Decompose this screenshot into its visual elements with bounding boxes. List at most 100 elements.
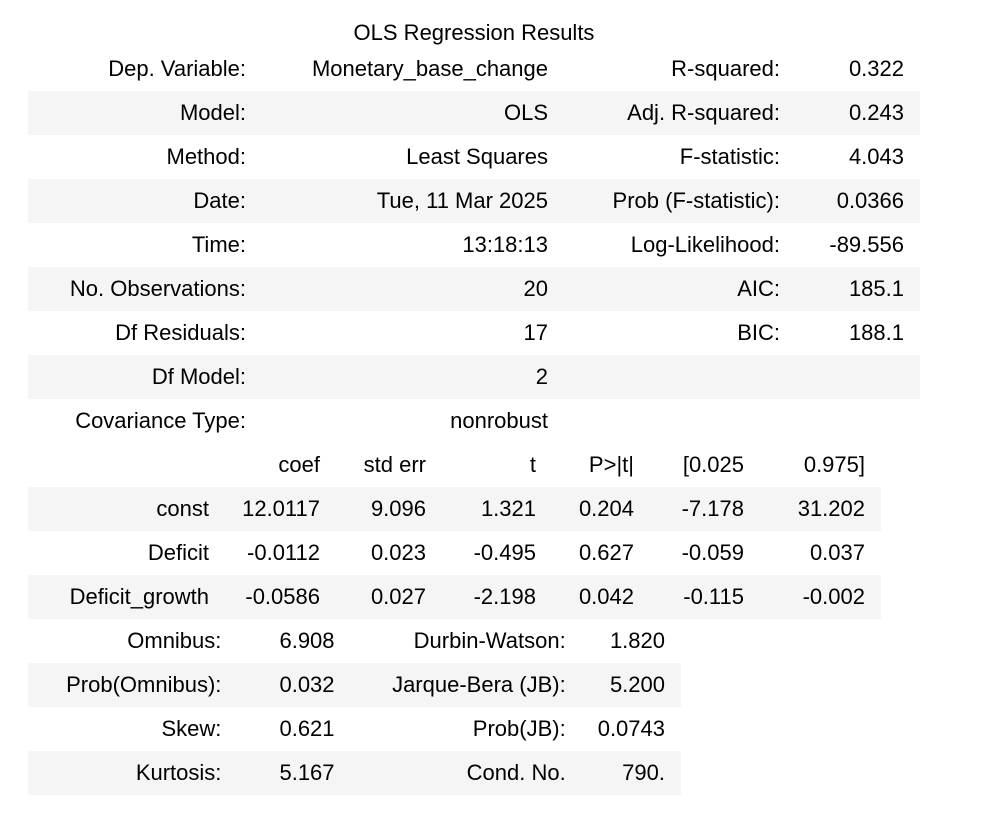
diag-value: 5.167 bbox=[237, 751, 351, 795]
coef-variable-name: Deficit bbox=[147, 540, 209, 565]
summary-value: -89.556 bbox=[829, 232, 904, 257]
summary-label: Date: bbox=[28, 179, 262, 223]
coef-header-row: coef std err t P>|t| [0.025 0.975] bbox=[28, 443, 881, 487]
summary-label: Time: bbox=[191, 232, 246, 257]
diag-row-skew: Skew: 0.621 Prob(JB): 0.0743 bbox=[28, 707, 681, 751]
diag-label: Cond. No. bbox=[350, 751, 582, 795]
summary-label: Covariance Type: bbox=[75, 408, 246, 433]
diag-label: Omnibus: bbox=[127, 628, 222, 653]
coef-cell: -0.115 bbox=[650, 575, 760, 619]
coef-cell: 0.042 bbox=[552, 575, 650, 619]
coef-row-const: const 12.0117 9.096 1.321 0.204 -7.178 3… bbox=[28, 487, 881, 531]
coef-cell: -0.0112 bbox=[247, 540, 320, 565]
coef-cell: 12.0117 bbox=[225, 487, 336, 531]
summary-label: Prob (F-statistic): bbox=[564, 179, 796, 223]
coef-cell: 0.204 bbox=[552, 487, 650, 531]
summary-label bbox=[564, 399, 796, 443]
coef-cell: 1.321 bbox=[442, 487, 552, 531]
diag-label: Prob(JB): bbox=[472, 716, 566, 741]
summary-row-covariance-type: Covariance Type: nonrobust bbox=[28, 399, 920, 443]
summary-value: 2 bbox=[262, 355, 564, 399]
diag-value: 0.621 bbox=[279, 716, 335, 741]
coef-row-deficit-growth: Deficit_growth -0.0586 0.027 -2.198 0.04… bbox=[28, 575, 881, 619]
summary-label: Df Residuals: bbox=[115, 320, 246, 345]
coef-cell: -7.178 bbox=[650, 487, 760, 531]
coef-header: coef bbox=[278, 452, 320, 477]
diag-label: Prob(Omnibus): bbox=[28, 663, 238, 707]
summary-value: Least Squares bbox=[406, 144, 548, 169]
diag-row-kurtosis: Kurtosis: 5.167 Cond. No. 790. bbox=[28, 751, 681, 795]
coef-cell: -0.0586 bbox=[225, 575, 336, 619]
diag-label: Durbin-Watson: bbox=[413, 628, 566, 653]
summary-row-dep-variable: Dep. Variable: Monetary_base_change R-sq… bbox=[28, 47, 920, 91]
summary-label: Method: bbox=[166, 144, 247, 169]
coef-cell: -0.495 bbox=[473, 540, 536, 565]
diagnostics-table: Omnibus: 6.908 Durbin-Watson: 1.820 Prob… bbox=[28, 619, 681, 795]
summary-row-time: Time: 13:18:13 Log-Likelihood: -89.556 bbox=[28, 223, 920, 267]
summary-label: Dep. Variable: bbox=[108, 56, 246, 81]
summary-row-df-model: Df Model: 2 bbox=[28, 355, 920, 399]
diag-row-prob-omnibus: Prob(Omnibus): 0.032 Jarque-Bera (JB): 5… bbox=[28, 663, 681, 707]
coef-header: 0.975] bbox=[803, 452, 865, 477]
coef-row-deficit: Deficit -0.0112 0.023 -0.495 0.627 -0.05… bbox=[28, 531, 881, 575]
coef-cell: -0.059 bbox=[681, 540, 744, 565]
summary-value bbox=[796, 399, 920, 443]
summary-row-observations: No. Observations: 20 AIC: 185.1 bbox=[28, 267, 920, 311]
coef-header: [0.025 bbox=[682, 452, 744, 477]
coef-cell: -2.198 bbox=[442, 575, 552, 619]
coef-variable-name: const bbox=[28, 487, 225, 531]
diag-label: Kurtosis: bbox=[28, 751, 238, 795]
diag-value: 6.908 bbox=[279, 628, 335, 653]
summary-value: 0.243 bbox=[796, 91, 920, 135]
diag-label: Jarque-Bera (JB): bbox=[350, 663, 582, 707]
summary-value: Tue, 11 Mar 2025 bbox=[262, 179, 564, 223]
summary-label: Log-Likelihood: bbox=[630, 232, 780, 257]
coef-cell: 31.202 bbox=[760, 487, 881, 531]
summary-value: 4.043 bbox=[848, 144, 904, 169]
summary-value: 185.1 bbox=[796, 267, 920, 311]
summary-value: OLS bbox=[262, 91, 564, 135]
summary-label: AIC: bbox=[564, 267, 796, 311]
coefficient-table: coef std err t P>|t| [0.025 0.975] const… bbox=[28, 443, 881, 619]
model-summary-table: Dep. Variable: Monetary_base_change R-sq… bbox=[28, 47, 920, 443]
coef-cell: 0.023 bbox=[370, 540, 426, 565]
summary-value: 188.1 bbox=[848, 320, 904, 345]
summary-label: R-squared: bbox=[671, 56, 780, 81]
diag-value: 1.820 bbox=[609, 628, 665, 653]
coef-cell: 0.037 bbox=[809, 540, 865, 565]
summary-value: 13:18:13 bbox=[462, 232, 548, 257]
coef-cell: 9.096 bbox=[336, 487, 442, 531]
diag-value: 790. bbox=[581, 751, 681, 795]
summary-value: 0.322 bbox=[848, 56, 904, 81]
summary-row-model: Model: OLS Adj. R-squared: 0.243 bbox=[28, 91, 920, 135]
coef-header bbox=[28, 443, 225, 487]
diag-row-omnibus: Omnibus: 6.908 Durbin-Watson: 1.820 bbox=[28, 619, 681, 663]
table-title: OLS Regression Results bbox=[353, 20, 595, 45]
coef-header: t bbox=[529, 452, 536, 477]
summary-label: BIC: bbox=[737, 320, 780, 345]
coef-variable-name: Deficit_growth bbox=[28, 575, 225, 619]
summary-row-method: Method: Least Squares F-statistic: 4.043 bbox=[28, 135, 920, 179]
coef-cell: 0.627 bbox=[578, 540, 634, 565]
coef-header: P>|t| bbox=[588, 452, 634, 477]
summary-label: Model: bbox=[28, 91, 262, 135]
summary-row-df-residuals: Df Residuals: 17 BIC: 188.1 bbox=[28, 311, 920, 355]
summary-value: 17 bbox=[523, 320, 548, 345]
summary-label bbox=[564, 355, 796, 399]
summary-label: Df Model: bbox=[28, 355, 262, 399]
summary-label: Adj. R-squared: bbox=[564, 91, 796, 135]
summary-label: No. Observations: bbox=[28, 267, 262, 311]
coef-cell: 0.027 bbox=[336, 575, 442, 619]
summary-value: 20 bbox=[262, 267, 564, 311]
summary-label: F-statistic: bbox=[679, 144, 780, 169]
diag-value: 0.032 bbox=[237, 663, 351, 707]
summary-value: nonrobust bbox=[450, 408, 548, 433]
summary-value bbox=[796, 355, 920, 399]
summary-value: 0.0366 bbox=[796, 179, 920, 223]
summary-row-date: Date: Tue, 11 Mar 2025 Prob (F-statistic… bbox=[28, 179, 920, 223]
diag-value: 0.0743 bbox=[597, 716, 665, 741]
coef-header: std err bbox=[363, 452, 426, 477]
diag-label: Skew: bbox=[161, 716, 222, 741]
coef-cell: -0.002 bbox=[760, 575, 881, 619]
diag-value: 5.200 bbox=[581, 663, 681, 707]
